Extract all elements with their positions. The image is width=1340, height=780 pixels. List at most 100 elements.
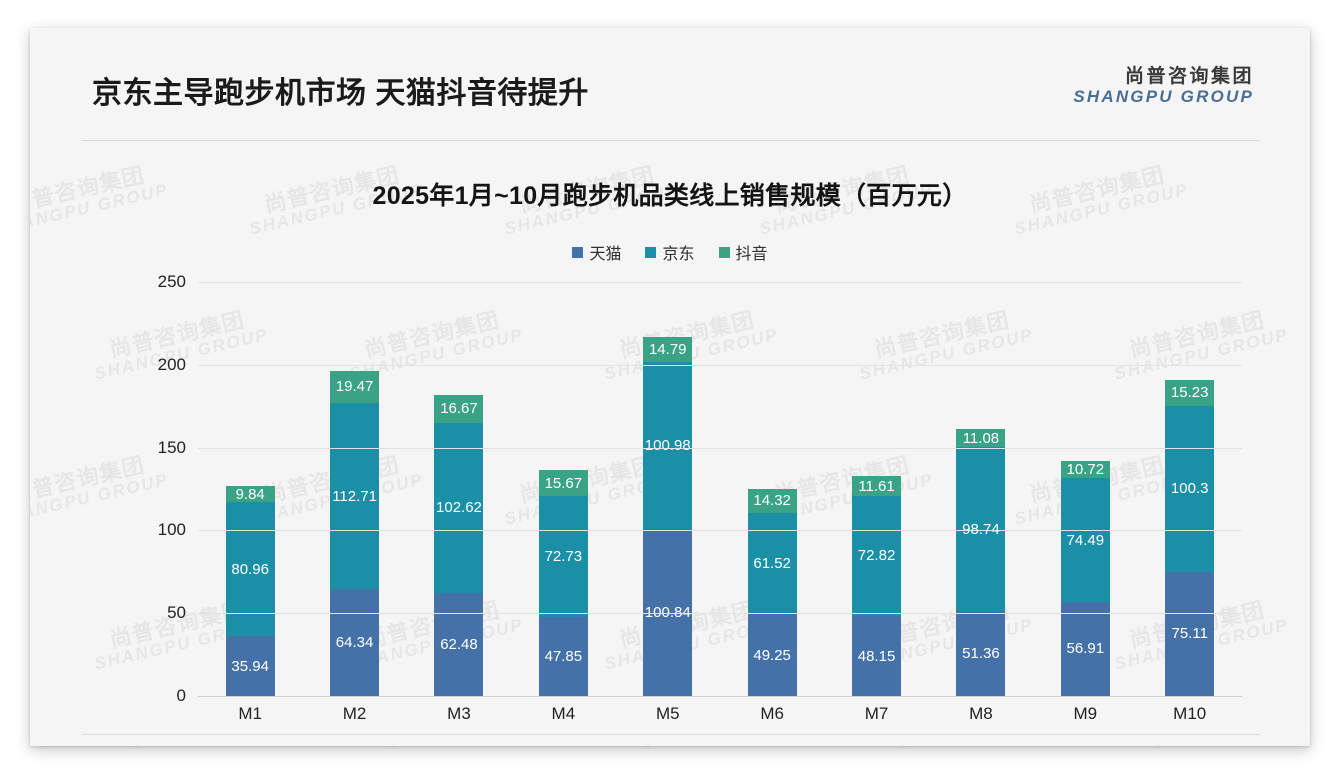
bar-segment-京东[interactable]: 72.73 [538,496,588,617]
legend-swatch-icon [645,246,657,258]
bar-segment-抖音[interactable]: 15.23 [1165,380,1215,406]
bar-segment-京东[interactable]: 98.74 [956,447,1006,611]
bar-value-label: 98.74 [962,520,1000,538]
bar-stack: 51.36 98.74 11.08 [956,429,1006,696]
bar-value-label: 10.72 [1066,461,1105,479]
bar-value-label: 112.71 [332,487,377,505]
bar-value-label: 72.73 [544,548,583,566]
chart-legend: 天猫 京东 抖音 [30,240,1310,264]
bar-segment-京东[interactable]: 100.98 [643,361,693,530]
slide-header: 京东主导跑步机市场 天猫抖音待提升 尚普咨询集团 SHANGPU GROUP [30,28,1310,124]
bar-segment-京东[interactable]: 74.49 [1060,478,1110,602]
bar-segment-京东[interactable]: 72.82 [852,495,902,617]
bar-segment-天猫[interactable]: 35.94 [225,636,275,696]
brand-logo: 尚普咨询集团 SHANGPU GROUP [1073,66,1254,106]
bar-value-label: 14.32 [753,492,791,510]
bar-segment-京东[interactable]: 102.62 [434,422,484,593]
bar-segment-抖音[interactable]: 16.67 [434,395,484,423]
bar-segment-抖音[interactable]: 9.84 [225,486,275,503]
bar-value-label: 15.23 [1170,384,1209,402]
x-axis-tick-label: M10 [1173,704,1207,723]
bar-stack: 47.85 72.73 15.67 [538,470,588,696]
legend-item-1[interactable]: 京东 [645,240,695,264]
bar-segment-抖音[interactable]: 11.61 [852,476,902,496]
bar-column-M7[interactable]: 48.15 72.82 11.61 [827,282,925,696]
bar-value-label: 48.15 [857,647,896,665]
bar-stack: 49.25 61.52 14.32 [747,488,797,696]
bar-segment-天猫[interactable]: 49.25 [747,614,797,696]
chart-title: 2025年1月~10月跑步机品类线上销售规模（百万元） [372,182,968,210]
bar-value-label: 11.61 [858,477,895,495]
bar-column-M6[interactable]: 49.25 61.52 14.32 [723,282,821,696]
bar-value-label: 74.49 [1066,531,1105,549]
bar-segment-京东[interactable]: 112.71 [330,402,380,590]
bar-segment-天猫[interactable]: 62.48 [434,592,484,696]
bar-group: 35.94 80.96 9.84 64.34 112.71 19.47 62.48 102.6… [198,282,1242,696]
brand-logo-cn: 尚普咨询集团 [1124,65,1254,87]
y-axis-tick-label: 50 [167,603,186,623]
bar-segment-抖音[interactable]: 14.79 [643,337,693,362]
bar-segment-京东[interactable]: 100.3 [1165,405,1215,572]
bar-segment-京东[interactable]: 61.52 [747,512,797,615]
gridline [198,613,1242,615]
bar-segment-天猫[interactable]: 100.84 [643,529,693,696]
bar-value-label: 35.94 [231,657,269,675]
x-axis-tick-label: M9 [1073,704,1098,723]
page-title: 京东主导跑步机市场 天猫抖音待提升 [92,77,589,110]
bar-value-label: 49.25 [753,646,791,664]
bar-segment-天猫[interactable]: 64.34 [330,589,380,696]
slide-card: 尚普咨询集团 SHANGPU GROUP 尚普咨询集团 SHANGPU GROUP 尚普… [30,28,1310,746]
bar-segment-抖音[interactable]: 19.47 [330,370,380,403]
bar-stack: 56.91 74.49 10.72 [1060,460,1110,696]
bar-segment-抖音[interactable]: 15.67 [538,470,588,497]
bar-segment-天猫[interactable]: 56.91 [1060,601,1110,696]
bar-segment-京东[interactable]: 80.96 [225,502,275,637]
bar-value-label: 100.3 [1170,480,1209,498]
legend-label: 抖音 [735,246,768,263]
bar-column-M3[interactable]: 62.48 102.62 16.67 [410,282,508,696]
gridline [198,364,1242,366]
legend-item-2[interactable]: 抖音 [718,240,768,264]
bar-stack: 100.84 100.98 14.79 [643,337,693,696]
bar-segment-天猫[interactable]: 51.36 [956,610,1006,696]
x-axis-tick-label: M2 [342,704,367,723]
bar-segment-抖音[interactable]: 11.08 [956,429,1006,448]
x-axis-tick-label: M6 [760,704,784,723]
y-axis-tick-label: 200 [157,354,186,374]
legend-swatch-icon [572,246,584,258]
bar-value-label: 51.36 [962,644,1000,662]
gridline [198,282,1242,283]
bar-value-label: 15.67 [544,474,583,492]
bar-stack: 64.34 112.71 19.47 [330,370,380,696]
bar-value-label: 62.48 [440,635,478,653]
bar-column-M10[interactable]: 75.11 100.3 15.23 [1141,282,1239,696]
x-axis-tick-label: M7 [864,704,889,723]
y-axis-tick-label: 250 [157,272,186,291]
legend-item-0[interactable]: 天猫 [572,240,621,264]
bar-value-label: 72.82 [857,547,896,565]
bar-segment-天猫[interactable]: 48.15 [852,616,902,696]
bar-column-M4[interactable]: 47.85 72.73 15.67 [514,282,612,696]
bar-value-label: 47.85 [544,647,583,665]
y-axis-tick-label: 150 [157,437,186,457]
bar-segment-抖音[interactable]: 14.32 [747,488,797,513]
bar-stack: 62.48 102.62 16.67 [434,395,484,696]
legend-label: 京东 [662,246,695,263]
bar-value-label: 14.79 [648,341,687,359]
bar-value-label: 56.91 [1066,640,1105,658]
bar-value-label: 19.47 [335,378,374,396]
bar-column-M1[interactable]: 35.94 80.96 9.84 [201,282,299,696]
bar-stack: 75.11 100.3 15.23 [1165,380,1215,696]
bar-column-M8[interactable]: 51.36 98.74 11.08 [932,282,1030,696]
bar-column-M2[interactable]: 64.34 112.71 19.47 [306,282,404,696]
bar-column-M5[interactable]: 100.84 100.98 14.79 [619,282,717,696]
bar-value-label: 100.84 [644,604,691,621]
bar-segment-天猫[interactable]: 75.11 [1165,571,1215,696]
bar-segment-天猫[interactable]: 47.85 [538,616,588,696]
x-axis-tick-label: M3 [447,704,471,723]
header-divider [82,140,1260,141]
bar-segment-抖音[interactable]: 10.72 [1060,460,1110,479]
bar-column-M9[interactable]: 56.91 74.49 10.72 [1036,282,1134,696]
